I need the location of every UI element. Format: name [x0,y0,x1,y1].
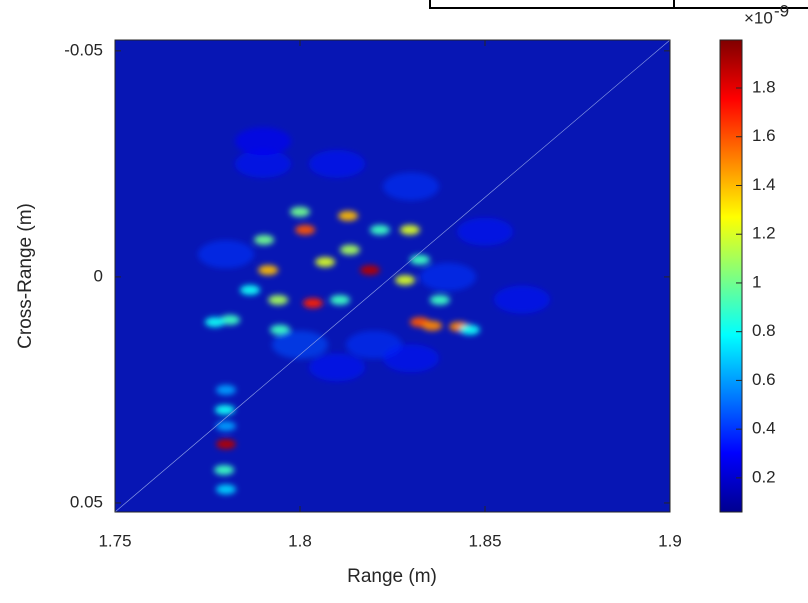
y-tick-label: -0.05 [64,40,103,59]
hotspot [383,344,439,373]
hotspot [216,484,236,495]
colorbar-tick-label: 1.4 [752,175,776,194]
hotspot [494,285,550,314]
y-tick-label: 0 [94,266,103,285]
hotspot [399,224,420,235]
colorbar-tick-label: 0.6 [752,370,776,389]
hotspot [359,265,380,276]
colorbar-exponent-power: -9 [774,1,789,20]
x-axis-label: Range (m) [347,566,437,587]
colorbar-tick-label: 1.2 [752,224,776,243]
hotspot [429,294,450,305]
hotspot [214,464,235,475]
plot-frame [114,39,671,513]
colorbar-tick-label: 0.8 [752,321,776,340]
colorbar-tick-label: 1.8 [752,77,776,96]
colorbar-tick-label: 0.2 [752,467,776,486]
hotspot [395,275,416,286]
hotspot [339,244,360,255]
hotspot [235,149,291,178]
hotspot [329,294,350,305]
hotspot [216,384,236,395]
hotspot [270,324,291,335]
x-tick-label: 1.8 [288,531,312,550]
hotspot [290,206,310,217]
hotspot [272,330,328,359]
hotspot [216,439,236,450]
hotspot [369,224,390,235]
colorbar-exponent-base: ×10 [744,8,773,27]
heatmap [198,127,550,495]
x-tick-label: 1.75 [98,531,131,550]
hotspot [309,149,365,178]
colorbar-tick-label: 0.4 [752,419,776,438]
hotspot [258,265,279,276]
legend-box [429,0,808,9]
hotspot [315,256,336,267]
x-tick-label: 1.85 [468,531,501,550]
hotspot [422,320,443,331]
y-tick-label: 0.05 [70,492,103,511]
hotspot [295,224,316,235]
hotspot [338,210,359,221]
hotspot [309,353,365,382]
hotspot [383,172,439,201]
hotspot [214,404,235,415]
colorbar [719,39,743,513]
hotspot [268,294,289,305]
hotspot [216,421,236,432]
hotspot [302,298,323,309]
y-axis-label: Cross-Range (m) [15,203,36,349]
hotspot [240,285,261,296]
hotspot [235,127,291,156]
hotspot [409,254,430,265]
hotspot [420,262,476,291]
x-tick-label: 1.9 [658,531,682,550]
hotspot [198,240,254,269]
hotspot [254,234,275,245]
hotspot [457,217,513,246]
hotspot [220,314,241,325]
colorbar-tick-label: 1 [752,272,761,291]
colorbar-tick-label: 1.6 [752,126,776,145]
diagonal-line [114,39,671,513]
hotspot [204,317,225,328]
hotspot [459,324,480,335]
